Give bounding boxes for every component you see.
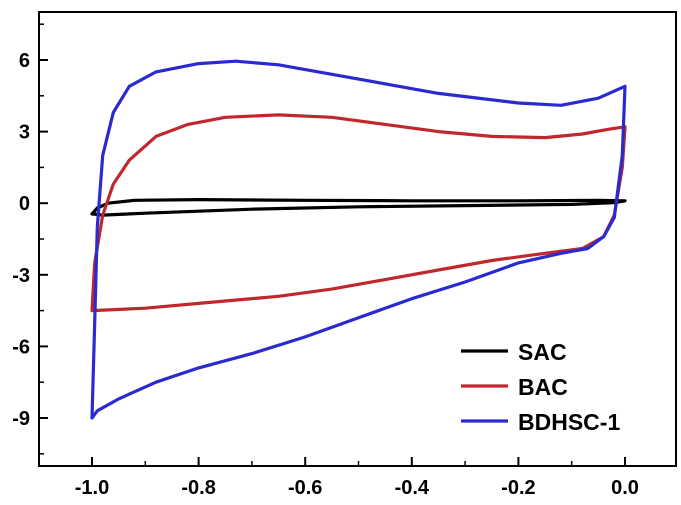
y-axis: 6 3 0 -3 -6 -9 <box>12 23 48 455</box>
x-tick-label: -0.6 <box>288 477 322 499</box>
legend-label: SAC <box>518 339 567 365</box>
y-tick-label: -9 <box>12 408 30 430</box>
legend-label: BDHSC-1 <box>518 409 620 435</box>
x-tick-label: -1.0 <box>75 477 109 499</box>
series-sac-line <box>90 198 627 217</box>
y-tick-label: 6 <box>19 50 30 72</box>
legend: SAC BAC BDHSC-1 <box>461 339 620 435</box>
y-tick-label: 0 <box>19 193 30 215</box>
y-tick-label: 3 <box>19 122 30 144</box>
y-tick-label: -3 <box>12 265 30 287</box>
series-bac-line <box>90 113 627 313</box>
legend-label: BAC <box>518 374 568 400</box>
series-bdhsc-1-line <box>90 59 627 420</box>
series-layer <box>90 59 627 420</box>
x-tick-label: -0.2 <box>501 477 535 499</box>
y-tick-label: -6 <box>12 336 30 358</box>
x-tick-label: -0.4 <box>395 477 430 499</box>
x-axis: -1.0 -0.8 -0.6 -0.4 -0.2 0.0 <box>75 457 639 499</box>
x-tick-label: 0.0 <box>611 477 639 499</box>
x-tick-label: -0.8 <box>181 477 215 499</box>
